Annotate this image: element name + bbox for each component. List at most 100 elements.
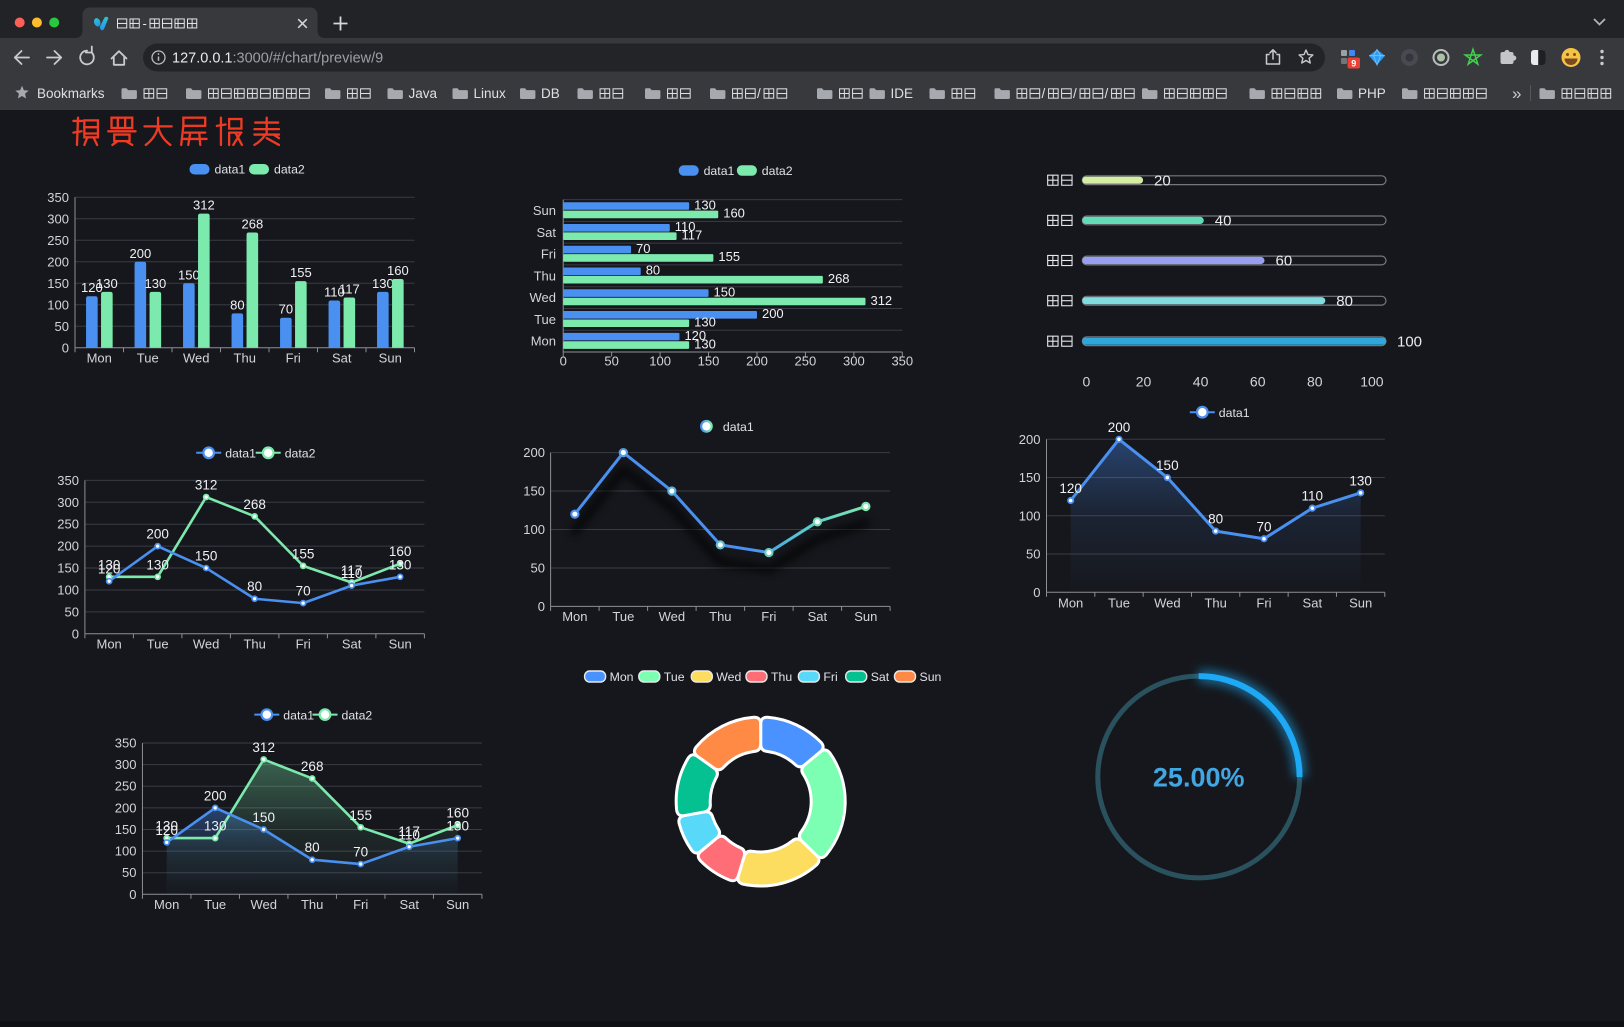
svg-text:PHP: PHP [1358,86,1386,101]
svg-text:130: 130 [155,819,178,834]
svg-text:Sun: Sun [854,609,877,624]
svg-text:70: 70 [296,584,311,599]
svg-text:Thu: Thu [534,268,556,283]
svg-text:data2: data2 [342,708,373,722]
svg-text:-: - [143,16,147,31]
svg-text:80: 80 [230,297,244,312]
svg-text:Sat: Sat [808,609,828,624]
svg-text:130: 130 [146,557,169,572]
svg-text:data1: data1 [1219,406,1250,420]
svg-text:0: 0 [538,599,545,614]
svg-text:Fri: Fri [286,351,301,366]
svg-text:Java: Java [409,86,438,101]
svg-text:100: 100 [47,297,69,312]
svg-text:110: 110 [341,566,363,581]
svg-text:150: 150 [195,549,218,564]
svg-text:130: 130 [98,557,121,572]
svg-text:80: 80 [247,579,262,594]
svg-text:Tue: Tue [137,351,159,366]
svg-text:80: 80 [1307,374,1323,390]
svg-text:120: 120 [684,328,706,343]
svg-text:data1: data1 [283,708,314,722]
svg-text:50: 50 [531,560,545,575]
svg-text:300: 300 [843,354,865,369]
svg-text:300: 300 [57,495,79,510]
svg-text:data1: data1 [723,420,754,434]
svg-text:150: 150 [714,284,736,299]
svg-text:0: 0 [1033,585,1040,600]
svg-text:200: 200 [762,306,784,321]
svg-text:268: 268 [243,497,266,512]
svg-text:0: 0 [560,354,567,369]
svg-text:Sat: Sat [536,225,556,240]
svg-text:data1: data1 [215,163,246,177]
svg-text:Sat: Sat [332,351,352,366]
svg-text:Mon: Mon [562,609,587,624]
svg-text:Fri: Fri [761,609,776,624]
svg-text:/: / [1105,86,1109,101]
svg-text:80: 80 [1208,512,1223,527]
svg-text:155: 155 [290,265,312,280]
svg-text:150: 150 [1019,470,1041,485]
svg-text:200: 200 [1108,420,1131,435]
svg-text:Sun: Sun [446,897,469,912]
svg-text:Fri: Fri [353,897,368,912]
svg-text:Mon: Mon [97,636,122,651]
svg-text:160: 160 [387,263,409,278]
svg-text:155: 155 [292,546,315,561]
svg-text:200: 200 [204,788,227,803]
svg-text:data2: data2 [762,164,793,178]
svg-text:Sun: Sun [533,203,556,218]
svg-text:120: 120 [155,823,178,838]
svg-text:117: 117 [398,824,420,839]
svg-text:Bookmarks: Bookmarks [37,86,105,101]
svg-text:80: 80 [646,263,660,278]
svg-text:Sat: Sat [1303,596,1323,611]
svg-text:Fri: Fri [541,247,556,262]
svg-text:Thu: Thu [1204,596,1226,611]
svg-text:60: 60 [1250,374,1266,390]
svg-text:150: 150 [178,267,200,282]
svg-text:120: 120 [98,562,121,577]
svg-text:150: 150 [115,822,137,837]
svg-text:150: 150 [57,561,79,576]
svg-text:9: 9 [1351,58,1356,68]
svg-text:Sun: Sun [1349,596,1372,611]
svg-text:Sat: Sat [399,897,419,912]
svg-text:117: 117 [339,281,360,296]
svg-text:40: 40 [1215,213,1232,230]
svg-text:25.00%: 25.00% [1153,763,1245,793]
svg-text:0: 0 [62,340,69,355]
svg-text:200: 200 [746,354,768,369]
svg-text:117: 117 [682,227,703,242]
svg-text:/: / [1042,86,1046,101]
svg-text:Tue: Tue [204,897,226,912]
svg-text:130: 130 [389,557,412,572]
svg-text:IDE: IDE [891,86,914,101]
svg-text:250: 250 [47,233,69,248]
svg-text:Thu: Thu [771,670,792,684]
svg-text:50: 50 [122,865,136,880]
svg-text:Fri: Fri [823,670,837,684]
svg-text:350: 350 [57,473,79,488]
svg-text:0: 0 [1083,374,1091,390]
svg-text:312: 312 [195,478,218,493]
svg-text:Wed: Wed [716,670,741,684]
svg-text:DB: DB [541,86,560,101]
svg-text:110: 110 [398,827,420,842]
svg-text:70: 70 [353,845,368,860]
svg-text:40: 40 [1193,374,1209,390]
svg-text:Sat: Sat [871,670,890,684]
svg-text:268: 268 [828,271,850,286]
svg-text:110: 110 [675,219,696,234]
svg-text:350: 350 [891,354,913,369]
svg-text:data2: data2 [285,447,316,461]
svg-text:130: 130 [372,276,394,291]
svg-text:Tue: Tue [147,636,169,651]
svg-text:Linux: Linux [474,86,507,101]
svg-text:100: 100 [57,582,79,597]
svg-text:200: 200 [129,246,151,261]
svg-text:200: 200 [47,254,69,269]
svg-text:100: 100 [523,522,545,537]
svg-text:20: 20 [1136,374,1152,390]
